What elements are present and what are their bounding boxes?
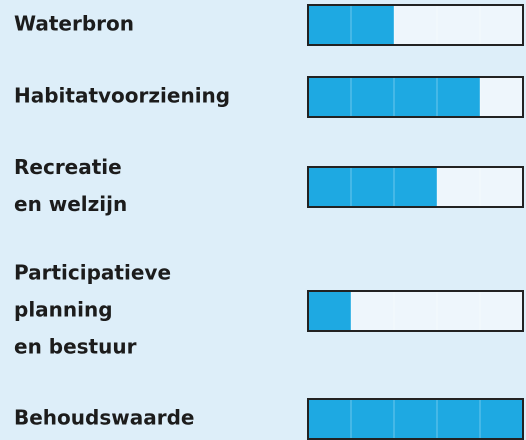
category-label: Participatieve bbox=[14, 261, 171, 285]
bar-frame bbox=[307, 398, 524, 440]
bar-frame bbox=[307, 4, 524, 46]
bar bbox=[308, 167, 437, 207]
bar-frame bbox=[307, 290, 524, 332]
category-label: Behoudswaarde bbox=[14, 406, 194, 430]
bar bbox=[308, 399, 523, 439]
bar-frame bbox=[307, 76, 524, 118]
category-label: Waterbron bbox=[14, 12, 134, 36]
bar bbox=[308, 5, 394, 45]
bar-frame bbox=[307, 166, 524, 208]
category-label: planning bbox=[14, 298, 113, 322]
category-label: en bestuur bbox=[14, 335, 137, 359]
bar bbox=[308, 77, 480, 117]
category-label: Habitatvoorziening bbox=[14, 84, 230, 108]
bar bbox=[308, 291, 351, 331]
category-label: en welzijn bbox=[14, 192, 127, 216]
category-label: Recreatie bbox=[14, 155, 122, 179]
